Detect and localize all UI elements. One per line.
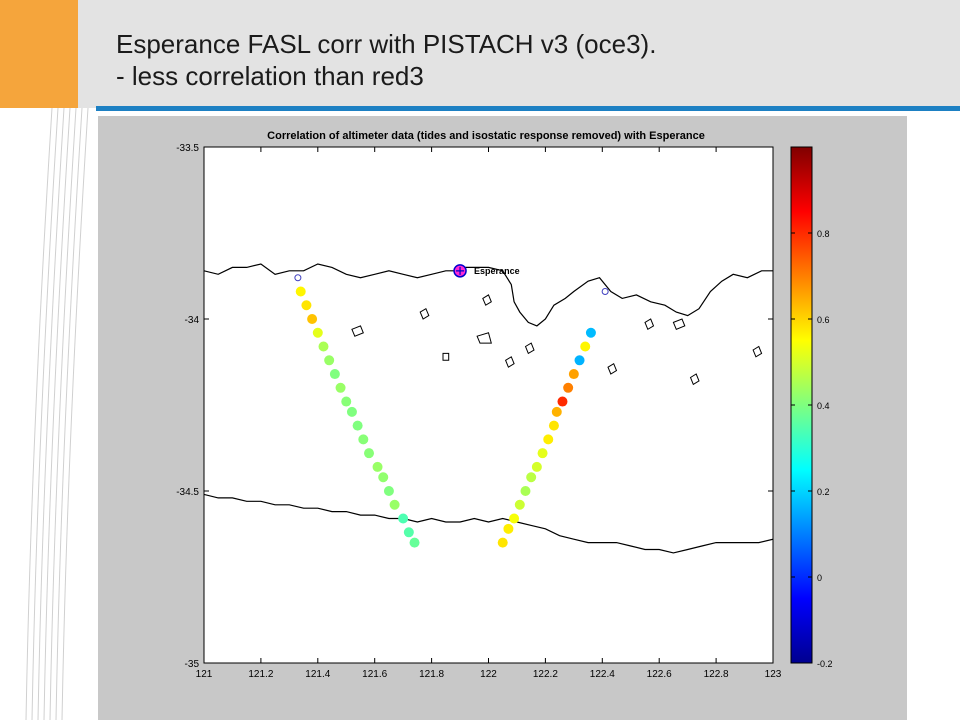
- station-cross: [456, 266, 465, 275]
- island: [752, 345, 763, 358]
- track-1-point: [389, 499, 400, 510]
- x-tick-label: 121.4: [305, 669, 330, 680]
- slide-header: [0, 0, 960, 108]
- track-2-point: [548, 420, 559, 431]
- track-2-point: [580, 341, 591, 352]
- slide-title-line1: Esperance FASL corr with PISTACH v3 (oce…: [116, 29, 657, 59]
- island: [644, 318, 655, 331]
- track-2-point: [531, 461, 542, 472]
- y-tick-label: -34.5: [176, 487, 199, 498]
- x-tick-label: 122.2: [533, 669, 558, 680]
- track-1-point: [358, 434, 369, 445]
- island: [504, 356, 515, 368]
- x-tick-label: 123: [765, 669, 782, 680]
- blue-divider: [96, 106, 960, 111]
- track-1-point: [352, 420, 363, 431]
- y-tick-label: -35: [185, 659, 200, 670]
- track-1-point: [364, 448, 375, 459]
- colorbar-tick-label: 0.2: [817, 487, 830, 497]
- track-2-point: [568, 369, 579, 380]
- track-2-point: [557, 396, 568, 407]
- track-1-point: [307, 314, 318, 324]
- figure-panel: Correlation of altimeter data (tides and…: [98, 116, 907, 720]
- island: [524, 342, 535, 355]
- decorative-stripes: [25, 107, 89, 720]
- island: [351, 325, 364, 337]
- island: [689, 373, 700, 386]
- track-2-point: [537, 448, 548, 459]
- plot-area: [203, 146, 774, 664]
- track-1-point: [378, 472, 389, 483]
- colorbar-tick-label: 0.4: [817, 401, 830, 411]
- y-tick-label: -33.5: [176, 143, 199, 154]
- island: [419, 307, 430, 320]
- x-tick-label: 121.8: [419, 669, 444, 680]
- track-1-point: [301, 300, 312, 311]
- x-tick-label: 121.2: [248, 669, 273, 680]
- track-1-point: [335, 382, 346, 393]
- track-1-point: [409, 537, 420, 548]
- x-tick-label: 122.8: [704, 669, 729, 680]
- colorbar-tick-label: 0.6: [817, 315, 830, 325]
- x-tick-label: 121: [196, 669, 213, 680]
- shelf-contour: [204, 493, 773, 554]
- track-2-point: [551, 406, 562, 417]
- coastline: [204, 263, 773, 327]
- island: [672, 318, 686, 330]
- island: [476, 332, 492, 344]
- orange-accent-band: [0, 0, 78, 108]
- track-1-point: [403, 527, 414, 538]
- x-tick-label: 122.4: [590, 669, 615, 680]
- track-2-point: [585, 327, 596, 338]
- slide-title-line2: - less correlation than red3: [116, 61, 424, 91]
- track-1-point: [346, 406, 357, 417]
- correlation-chart: Correlation of altimeter data (tides and…: [176, 130, 833, 680]
- open-marker: [601, 287, 609, 295]
- track-1-point: [329, 369, 340, 380]
- track-2-point: [520, 486, 531, 496]
- track-2-point: [543, 434, 554, 445]
- slide-title: Esperance FASL corr with PISTACH v3 (oce…: [116, 28, 656, 92]
- track-2-point: [509, 513, 520, 524]
- track-1-point: [295, 286, 306, 297]
- track-1-point: [372, 461, 383, 472]
- track-2-point: [514, 499, 525, 510]
- track-1-point: [324, 355, 335, 366]
- track-2-point: [497, 537, 508, 548]
- island: [607, 362, 618, 375]
- track-1-point: [312, 327, 323, 338]
- y-tick-label: -34: [185, 315, 200, 326]
- island: [442, 352, 450, 361]
- station-label: Esperance: [474, 266, 520, 276]
- x-tick-label: 122: [480, 669, 497, 680]
- track-1-point: [341, 396, 352, 407]
- logo-fragment: [900, 670, 916, 702]
- x-tick-label: 121.6: [362, 669, 387, 680]
- colorbar-tick-label: 0.8: [817, 229, 830, 239]
- track-1-point: [398, 513, 409, 524]
- colorbar-tick-label: 0: [817, 573, 822, 583]
- x-tick-label: 122.6: [647, 669, 672, 680]
- track-2-point: [503, 523, 514, 534]
- track-2-point: [574, 355, 585, 366]
- island: [482, 294, 492, 306]
- chart-title: Correlation of altimeter data (tides and…: [267, 130, 705, 142]
- open-marker: [294, 274, 302, 282]
- track-2-point: [563, 382, 574, 393]
- track-2-point: [526, 472, 537, 483]
- track-1-point: [318, 341, 329, 352]
- colorbar-tick-label: -0.2: [817, 659, 833, 669]
- track-1-point: [383, 486, 394, 496]
